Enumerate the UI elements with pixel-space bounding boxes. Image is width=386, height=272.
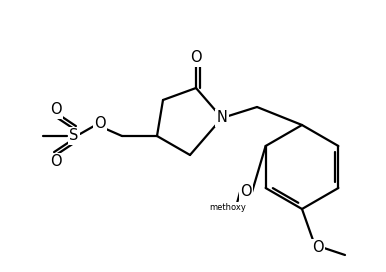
Text: O: O (190, 51, 202, 66)
Text: S: S (69, 128, 79, 144)
Text: O: O (50, 154, 62, 169)
Text: methoxy: methoxy (210, 202, 246, 212)
Text: N: N (217, 110, 227, 125)
Text: O: O (312, 240, 324, 255)
Text: O: O (50, 103, 62, 118)
Text: O: O (94, 116, 106, 131)
Text: O: O (240, 184, 252, 199)
